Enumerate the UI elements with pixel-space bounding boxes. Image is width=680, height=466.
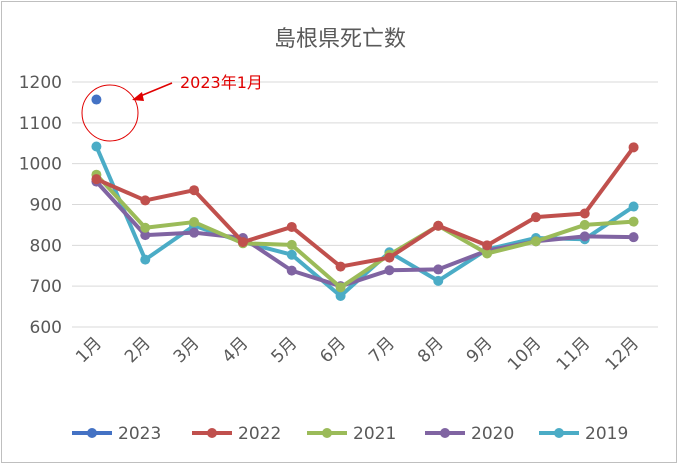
x-tick-label: 8月 <box>414 333 448 367</box>
annotation: 2023年1月 <box>81 73 263 142</box>
series-lines <box>91 94 639 301</box>
annotation-label: 2023年1月 <box>180 73 263 92</box>
data-point <box>433 275 444 286</box>
annotation-circle <box>81 84 139 142</box>
x-tick-label: 1月 <box>72 333 106 367</box>
data-point <box>189 185 200 196</box>
data-point <box>530 212 541 223</box>
legend-label: 2020 <box>471 424 514 444</box>
data-point <box>482 248 493 259</box>
data-point <box>91 141 102 152</box>
x-tick-label: 12月 <box>602 333 643 374</box>
series-line <box>94 145 635 298</box>
annotation-arrow-head <box>132 92 144 101</box>
data-point <box>579 208 590 219</box>
x-tick-label: 5月 <box>267 333 301 367</box>
data-point <box>384 252 395 263</box>
legend-label: 2023 <box>118 424 161 444</box>
data-point <box>286 239 297 250</box>
series-line <box>95 146 636 269</box>
x-tick-label: 6月 <box>316 333 350 367</box>
data-point <box>286 265 297 276</box>
y-tick-label: 1000 <box>19 155 62 175</box>
data-point <box>140 195 151 206</box>
data-point <box>140 254 151 265</box>
y-tick-label: 600 <box>30 318 62 338</box>
data-point <box>335 282 346 293</box>
data-point <box>579 231 590 242</box>
data-point <box>237 237 248 248</box>
data-point <box>189 217 200 228</box>
x-tick-label: 7月 <box>365 333 399 367</box>
annotation-arrow <box>137 82 173 98</box>
y-tick-label: 1100 <box>19 114 62 134</box>
x-tick-label: 2月 <box>121 333 155 367</box>
data-point <box>384 265 395 276</box>
data-point <box>433 220 444 231</box>
legend-item-2023: 2023 <box>72 424 161 444</box>
legend-label: 2021 <box>353 424 396 444</box>
legend-label: 2022 <box>238 424 281 444</box>
y-tick-label: 800 <box>30 236 62 256</box>
data-point <box>530 236 541 247</box>
x-tick-label: 11月 <box>553 333 594 374</box>
legend-label: 2019 <box>585 424 628 444</box>
data-point <box>286 249 297 260</box>
y-axis-ticks: 600 700 800 900 1000 1100 1200 <box>19 73 62 338</box>
data-point <box>140 230 151 241</box>
data-point <box>91 94 102 105</box>
data-point <box>482 240 493 251</box>
chart-title: 島根県死亡数 <box>274 27 406 52</box>
gridlines <box>72 81 658 328</box>
data-point <box>628 142 639 153</box>
data-point <box>628 232 639 243</box>
x-tick-label: 10月 <box>504 333 545 374</box>
series-2022 <box>91 142 639 272</box>
legend-swatch-marker <box>207 428 217 438</box>
x-tick-label: 4月 <box>219 333 253 367</box>
x-tick-label: 3月 <box>170 333 204 367</box>
series-line <box>94 173 634 290</box>
legend-swatch-marker <box>87 428 97 438</box>
x-axis-ticks: 1月 2月 3月 4月 5月 6月 7月 8月 9月 10月 11月 12月 <box>72 333 643 374</box>
legend: 2023 2022 2021 2020 2019 <box>72 424 628 444</box>
data-point <box>579 219 590 230</box>
legend-swatch-marker <box>440 428 450 438</box>
data-point <box>628 201 639 212</box>
y-tick-label: 1200 <box>19 73 62 93</box>
data-point <box>140 222 151 233</box>
data-point <box>91 174 102 185</box>
legend-swatch-marker <box>322 428 332 438</box>
data-point <box>628 216 639 227</box>
legend-item-2022: 2022 <box>192 424 281 444</box>
legend-item-2019: 2019 <box>539 424 628 444</box>
data-point <box>286 221 297 232</box>
y-tick-label: 700 <box>30 277 62 297</box>
y-tick-label: 900 <box>30 196 62 216</box>
x-tick-label: 9月 <box>463 333 497 367</box>
legend-item-2020: 2020 <box>425 424 514 444</box>
legend-item-2021: 2021 <box>307 424 396 444</box>
series-2023 <box>91 94 102 105</box>
legend-swatch-marker <box>554 428 564 438</box>
data-point <box>189 227 200 238</box>
data-point <box>335 261 346 272</box>
data-point <box>433 264 444 275</box>
data-point <box>335 290 346 301</box>
